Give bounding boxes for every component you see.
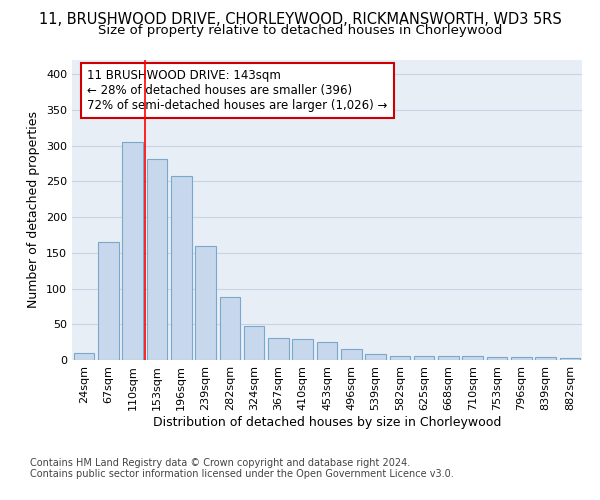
Y-axis label: Number of detached properties: Number of detached properties — [28, 112, 40, 308]
Bar — [195, 246, 216, 360]
Bar — [98, 242, 119, 360]
Bar — [365, 354, 386, 360]
Text: 11, BRUSHWOOD DRIVE, CHORLEYWOOD, RICKMANSWORTH, WD3 5RS: 11, BRUSHWOOD DRIVE, CHORLEYWOOD, RICKMA… — [38, 12, 562, 28]
Text: 11 BRUSHWOOD DRIVE: 143sqm
← 28% of detached houses are smaller (396)
72% of sem: 11 BRUSHWOOD DRIVE: 143sqm ← 28% of deta… — [88, 69, 388, 112]
Bar — [74, 353, 94, 360]
Bar — [463, 356, 483, 360]
Bar — [122, 142, 143, 360]
Bar — [317, 342, 337, 360]
Bar — [414, 356, 434, 360]
Text: Size of property relative to detached houses in Chorleywood: Size of property relative to detached ho… — [98, 24, 502, 37]
Bar — [220, 297, 240, 360]
Bar — [511, 357, 532, 360]
Bar — [244, 326, 265, 360]
Text: Contains HM Land Registry data © Crown copyright and database right 2024.
Contai: Contains HM Land Registry data © Crown c… — [30, 458, 454, 479]
Bar — [268, 338, 289, 360]
X-axis label: Distribution of detached houses by size in Chorleywood: Distribution of detached houses by size … — [153, 416, 501, 428]
Bar — [292, 340, 313, 360]
Bar — [171, 176, 191, 360]
Bar — [560, 358, 580, 360]
Bar — [341, 350, 362, 360]
Bar — [487, 357, 508, 360]
Bar — [438, 356, 459, 360]
Bar — [146, 158, 167, 360]
Bar — [535, 357, 556, 360]
Bar — [389, 356, 410, 360]
